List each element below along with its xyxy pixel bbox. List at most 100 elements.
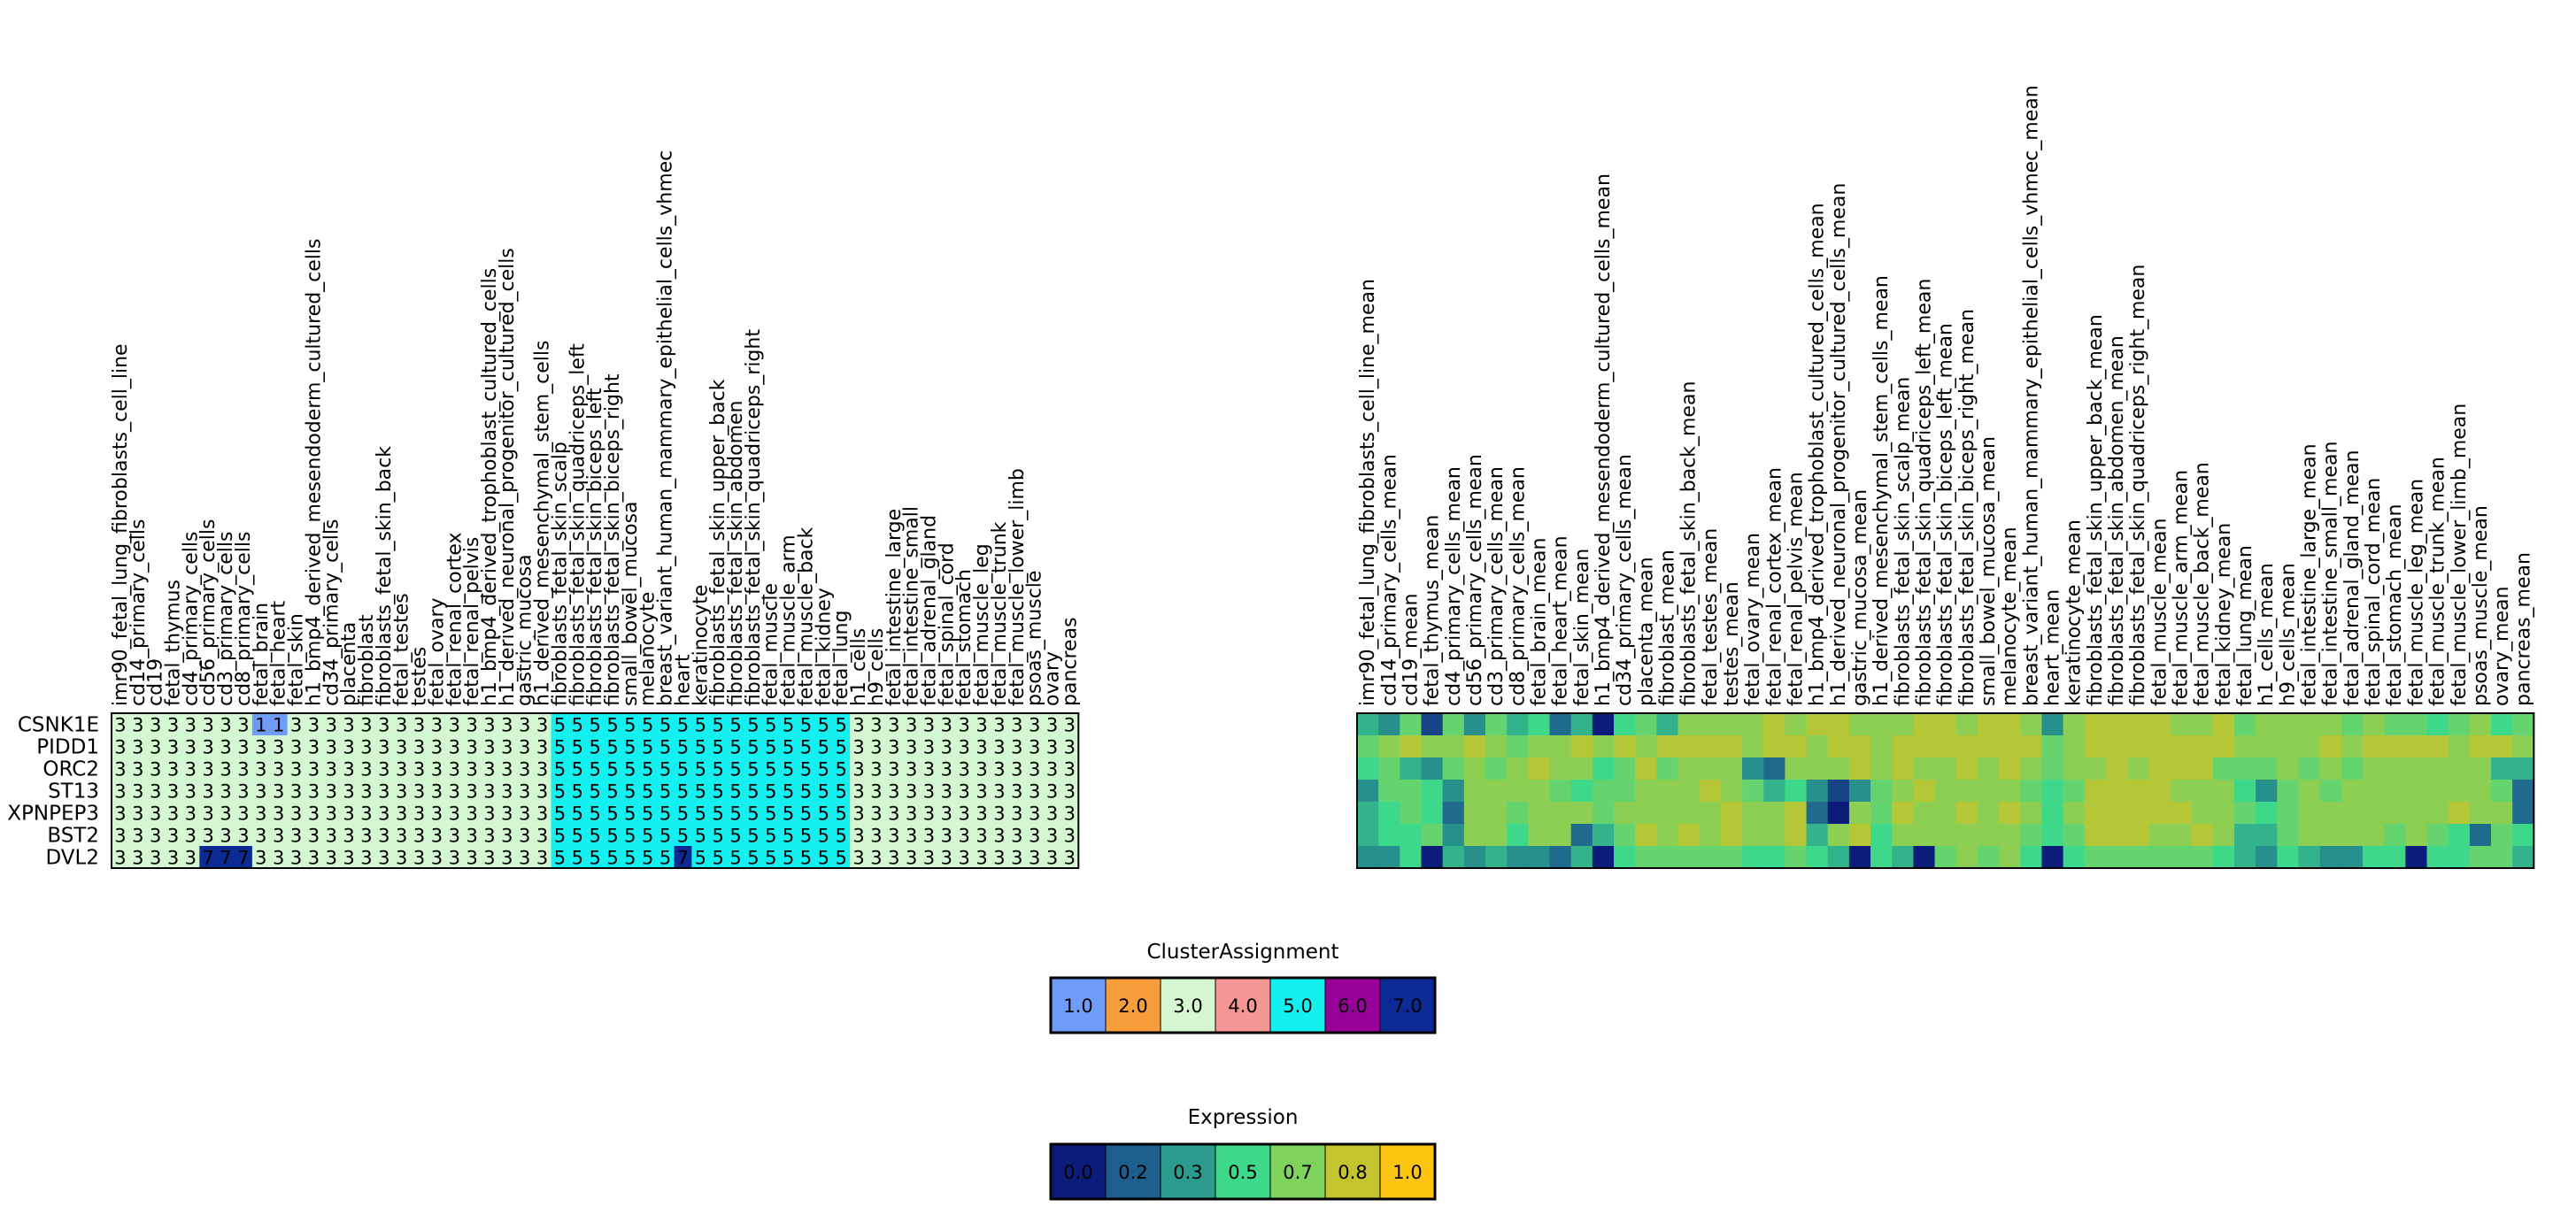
cluster-cell-label: 7 [677,848,689,869]
cluster-cell [146,846,165,868]
expression-cell [1378,735,1400,757]
expression-cell [1656,780,1678,802]
cluster-cell-label: 3 [203,759,214,780]
cluster-cell [1007,757,1027,780]
expression-cell [2041,735,2064,757]
expression-cell [2426,802,2449,824]
expression-cell [1635,735,1657,757]
cluster-cell [779,735,798,757]
cluster-cell [112,824,130,846]
cluster-cell-label: 3 [870,715,882,736]
expression-cell [1528,757,1550,780]
cluster-cell [445,846,464,868]
cluster-cell-label: 3 [308,781,320,803]
cluster-cell [797,780,815,802]
cluster-cell-label: 3 [167,781,179,803]
cluster-cell-label: 3 [923,826,935,847]
expression-cell [2105,802,2128,824]
expression-cell [2448,802,2471,824]
gene-label-dvl2: DVL2 [46,847,100,870]
cluster-cell-label: 3 [906,715,917,736]
expression-cell [1892,824,1914,846]
cluster-cell [322,713,341,735]
expression-cell [1592,735,1615,757]
cluster-cell [604,713,622,735]
cluster-cell [991,713,1009,735]
expression-cell [2127,757,2149,780]
expression-cell [2256,802,2278,824]
cluster-cell [251,780,271,802]
expression-cell [1806,735,1829,757]
cluster-cell [287,757,305,780]
expression-column-labels: imr90_fetal_lung_fibroblasts_cell_line_m… [1357,85,2534,706]
cluster-cell [884,735,904,757]
cluster-cell-label: 3 [449,715,460,736]
expression-cell [1485,713,1508,735]
cluster-cell [814,846,833,868]
expression-cell [1656,846,1678,868]
expression-column-label: fetal_renal_cortex_mean [1763,467,1785,706]
expression-cell [2170,824,2193,846]
expression-cell [1913,846,1935,868]
cluster-cell [445,735,464,757]
cluster-cell [850,713,868,735]
expression-cell [1442,735,1465,757]
cluster-cell [973,802,991,824]
cluster-legend: 1.0 2.0 3.0 4.0 5.0 6.0 7.0 [1049,976,1437,1034]
cluster-cell-label: 5 [642,737,653,758]
expression-column-label: fetal_muscle_back_mean [2192,462,2214,706]
cluster-cell [497,780,517,802]
cluster-cell [691,802,710,824]
expression-cell [1485,802,1508,824]
expression-cell [1656,757,1678,780]
cluster-cell [269,780,288,802]
cluster-cell-label: 3 [326,715,337,736]
expression-cell [1442,757,1465,780]
cluster-cell-label: 3 [150,759,161,780]
cluster-cell-label: 5 [554,715,566,736]
expression-cell [2362,735,2385,757]
expression-cell [1463,735,1486,757]
expression-cell [2020,846,2042,868]
expression-legend-label: 0.3 [1173,1162,1202,1183]
cluster-cell-label: 3 [483,759,495,780]
expression-column-label: fetal_kidney_mean [2213,523,2235,706]
cluster-cell-label: 3 [888,803,899,825]
cluster-column-label: fetal_intestine_small [901,506,923,706]
expression-cell [1806,846,1829,868]
expression-cell [1614,846,1636,868]
expression-column-label: fetal_renal_pelvis_mean [1785,472,1808,706]
cluster-cell [744,757,763,780]
expression-cell [2084,824,2107,846]
cluster-cell-label: 3 [536,715,548,736]
cluster-cell-label: 3 [308,759,320,780]
expression-cell [1463,846,1486,868]
cluster-cell-label: 3 [150,781,161,803]
cluster-cell [533,735,551,757]
cluster-cell [1060,846,1079,868]
cluster-cell [1043,824,1061,846]
cluster-cell [973,846,991,868]
cluster-column-label: fetal_thymus [163,580,185,706]
cluster-cell-label: 3 [1064,737,1076,758]
expression-cell [2084,757,2107,780]
cluster-column-label: keratinocyte [690,585,712,706]
cluster-cell-label: 3 [870,803,882,825]
expression-cell [2084,802,2107,824]
expression-column-label: fibroblasts_fetal_skin_scalp_mean [1892,377,1914,706]
cluster-column-label: melanocyte [637,592,659,706]
expression-cell [1848,846,1871,868]
cluster-cell [884,713,904,735]
expression-cell [1570,780,1593,802]
cluster-cell [691,713,710,735]
expression-column-label: fetal_muscle_lower_limb_mean [2449,404,2471,706]
cluster-cell [515,735,535,757]
expression-cell [1400,824,1422,846]
expression-cell [2191,824,2214,846]
expression-cell [1934,846,1957,868]
cluster-cell-label: 5 [659,759,671,780]
expression-cell [2469,846,2492,868]
expression-legend-swatch [1215,1143,1271,1200]
cluster-cell-label: 3 [308,737,320,758]
expression-cell [1442,713,1465,735]
